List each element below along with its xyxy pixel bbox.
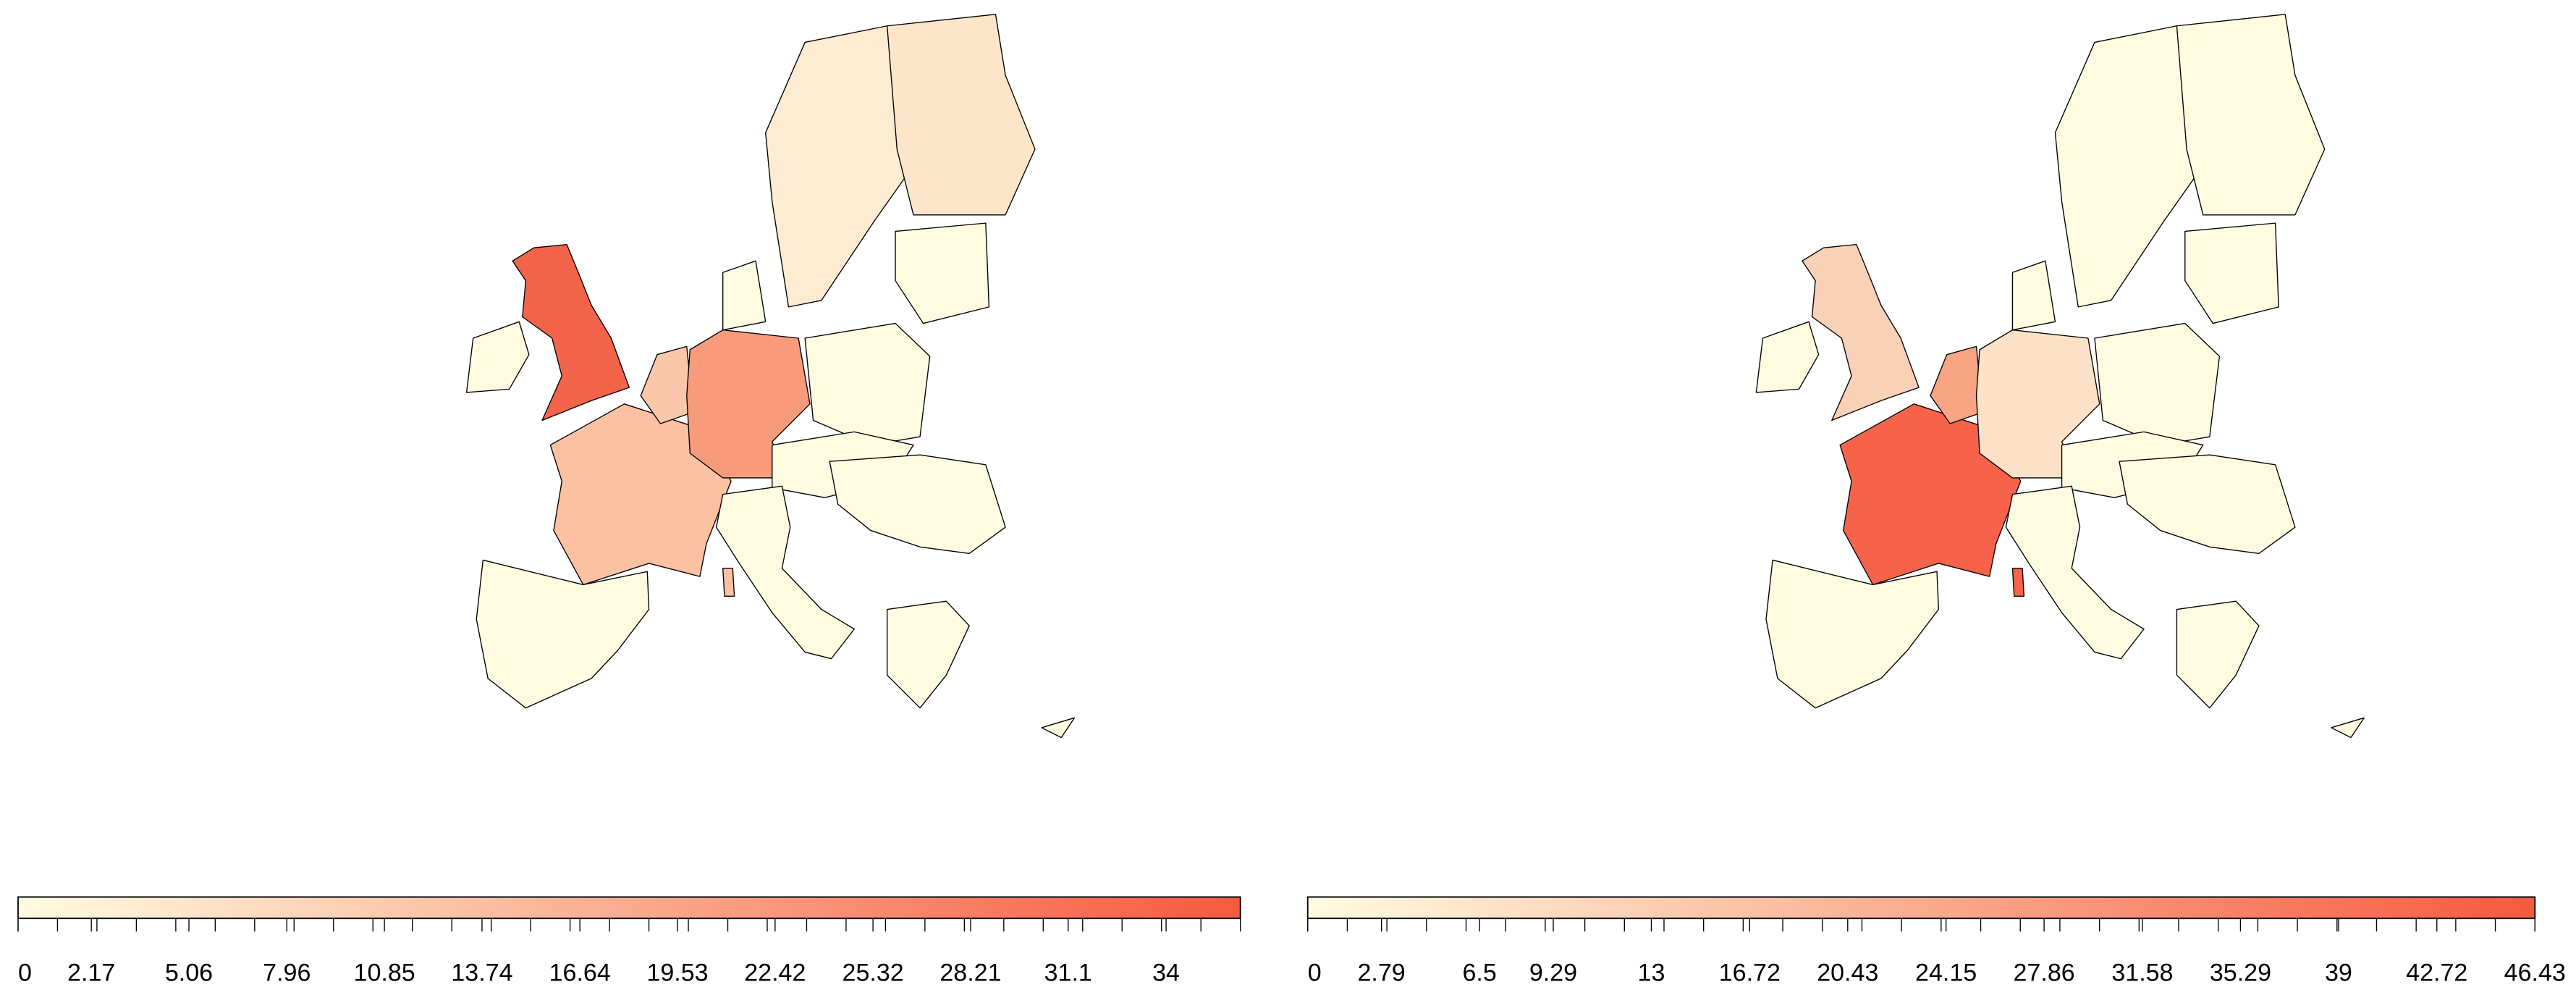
- country: [895, 222, 990, 324]
- legend-tick-label: 5.06: [165, 959, 213, 986]
- legend-tick-label: 6.5: [1462, 959, 1496, 986]
- country: [1765, 559, 1940, 709]
- legend-tick-label: 34: [1152, 959, 1180, 986]
- legend-tick-label: 9.29: [1529, 959, 1577, 986]
- country: [465, 321, 530, 393]
- legend-tick-label: 31.1: [1044, 959, 1092, 986]
- country: [722, 568, 735, 597]
- legend-tick-label: 22.42: [744, 959, 806, 986]
- country: [2184, 222, 2279, 324]
- country: [476, 559, 650, 709]
- country: [2331, 717, 2365, 739]
- country: [2176, 600, 2260, 709]
- country: [1802, 243, 1920, 421]
- legend-tick-label: 46.43: [2504, 959, 2566, 986]
- legend-tick-label: 0: [18, 959, 32, 986]
- country: [2119, 454, 2296, 555]
- country: [886, 600, 970, 709]
- legend-tick-label: 0: [1308, 959, 1322, 986]
- legend-tick-label: 39: [2325, 959, 2352, 986]
- legend-tick-label: 13: [1638, 959, 1665, 986]
- legend-tick-label: 35.29: [2210, 959, 2271, 986]
- country: [722, 260, 767, 331]
- legend-bar: [1306, 896, 2536, 920]
- country: [549, 403, 732, 586]
- legend-tick-label: 25.32: [843, 959, 904, 986]
- map: 0 2.17 5.06 7.96 10.85 13.74 16.64 19.53 22.42 25…: [17, 14, 1241, 986]
- country: [2011, 260, 2056, 331]
- legend-tick-label: 2.17: [67, 959, 115, 986]
- legend-tick-label: 20.43: [1817, 959, 1878, 986]
- legend-tick-label: 2.79: [1357, 959, 1405, 986]
- country: [1755, 321, 1820, 393]
- country: [2005, 485, 2145, 660]
- legend: 0 2.79 6.5 9.29 13 16.72 20.43 24.15 27.86 31.58 3…: [1306, 896, 2566, 986]
- country: [829, 454, 1006, 555]
- legend: 0 2.17 5.06 7.96 10.85 13.74 16.64 19.53 22.42 25…: [17, 896, 1241, 986]
- legend-tick-label: 28.21: [939, 959, 1001, 986]
- country: [640, 345, 694, 424]
- country: [1930, 345, 1984, 424]
- legend-tick-label: 16.72: [1719, 959, 1781, 986]
- legend-tick-label: 24.15: [1915, 959, 1977, 986]
- legend-bar: [17, 896, 1241, 920]
- country: [2094, 322, 2221, 446]
- legend-tick-label: 31.58: [2111, 959, 2173, 986]
- country: [1041, 717, 1076, 739]
- legend-tick-label: 10.85: [354, 959, 415, 986]
- country: [804, 322, 931, 446]
- legend-tick-label: 27.86: [2014, 959, 2075, 986]
- country: [2176, 14, 2326, 216]
- country: [886, 14, 1036, 216]
- country: [715, 485, 855, 660]
- country: [2011, 568, 2025, 597]
- map: 0 2.79 6.5 9.29 13 16.72 20.43 24.15 27.86 31.58 3…: [1306, 14, 2566, 986]
- legend-tick-label: 19.53: [646, 959, 708, 986]
- legend-tick-label: 42.72: [2406, 959, 2467, 986]
- legend-tick-label: 16.64: [549, 959, 611, 986]
- legend-tick-label: 13.74: [451, 959, 512, 986]
- country: [512, 243, 630, 421]
- country: [1839, 403, 2022, 586]
- legend-tick-label: 7.96: [263, 959, 311, 986]
